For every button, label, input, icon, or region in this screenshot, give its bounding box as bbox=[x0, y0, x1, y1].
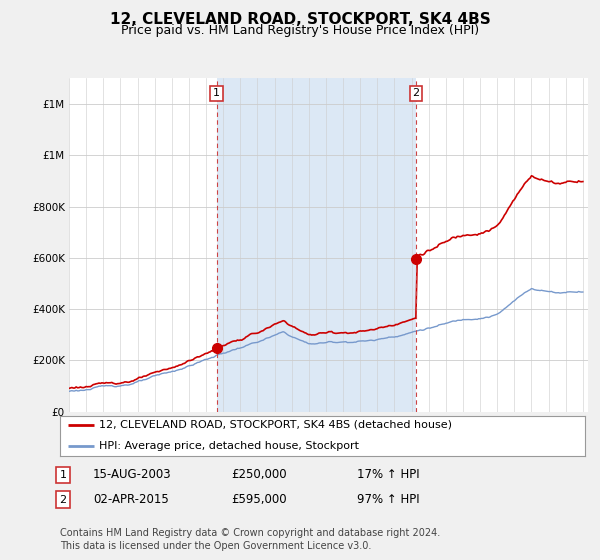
Text: 12, CLEVELAND ROAD, STOCKPORT, SK4 4BS: 12, CLEVELAND ROAD, STOCKPORT, SK4 4BS bbox=[110, 12, 490, 27]
Text: HPI: Average price, detached house, Stockport: HPI: Average price, detached house, Stoc… bbox=[100, 441, 359, 451]
Text: £595,000: £595,000 bbox=[231, 493, 287, 506]
Text: 1: 1 bbox=[213, 88, 220, 99]
Text: Price paid vs. HM Land Registry's House Price Index (HPI): Price paid vs. HM Land Registry's House … bbox=[121, 24, 479, 36]
Text: 97% ↑ HPI: 97% ↑ HPI bbox=[357, 493, 419, 506]
Text: 17% ↑ HPI: 17% ↑ HPI bbox=[357, 468, 419, 482]
Text: 12, CLEVELAND ROAD, STOCKPORT, SK4 4BS (detached house): 12, CLEVELAND ROAD, STOCKPORT, SK4 4BS (… bbox=[100, 420, 452, 430]
Text: 1: 1 bbox=[59, 470, 67, 480]
Text: 2: 2 bbox=[412, 88, 419, 99]
Text: Contains HM Land Registry data © Crown copyright and database right 2024.
This d: Contains HM Land Registry data © Crown c… bbox=[60, 528, 440, 550]
Bar bbox=[217, 78, 416, 412]
Text: 15-AUG-2003: 15-AUG-2003 bbox=[93, 468, 172, 482]
Text: 2: 2 bbox=[59, 494, 67, 505]
Text: £250,000: £250,000 bbox=[231, 468, 287, 482]
Text: 02-APR-2015: 02-APR-2015 bbox=[93, 493, 169, 506]
